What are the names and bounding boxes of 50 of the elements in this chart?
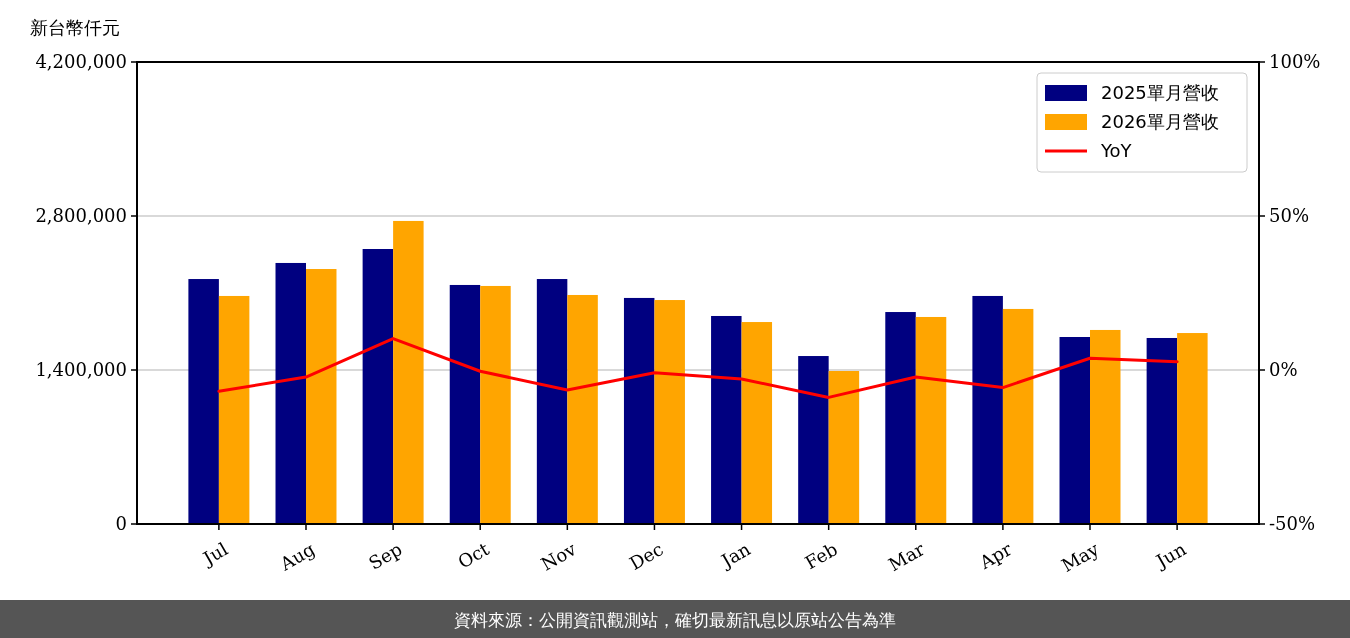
bar — [828, 370, 860, 524]
legend-label: YoY — [1100, 140, 1133, 162]
bar — [654, 300, 685, 524]
bar — [711, 315, 742, 524]
bar — [567, 294, 598, 524]
x-tick-label: Jan — [716, 537, 755, 573]
y-tick-label: 1,400,000 — [35, 359, 127, 381]
x-tick-label: Mar — [884, 538, 929, 576]
bar — [972, 295, 1003, 524]
x-tick-label: Feb — [801, 538, 841, 574]
y-tick-label: 2,800,000 — [35, 205, 127, 227]
y-tick-label: 4,200,000 — [35, 51, 127, 73]
x-tick-label: Nov — [537, 537, 581, 575]
line-series — [217, 337, 1179, 399]
bar — [915, 316, 947, 524]
bar — [306, 269, 337, 524]
x-tick-label: May — [1057, 537, 1104, 577]
y-tick-label: 0 — [115, 513, 127, 535]
bar — [449, 284, 481, 524]
bar — [218, 295, 250, 524]
y2-tick-label: 0% — [1269, 359, 1298, 381]
bar — [623, 297, 655, 524]
bar — [1090, 329, 1121, 524]
bar — [480, 285, 511, 524]
bar — [536, 279, 568, 524]
x-tick-label: Jul — [197, 538, 232, 570]
y-axis-title: 新台幣仟元 — [30, 17, 120, 38]
bar — [1146, 337, 1178, 524]
legend-label: 2025單月營收 — [1101, 82, 1219, 104]
x-tick-label: Aug — [275, 538, 319, 575]
bar — [885, 312, 916, 524]
x-tick-label: Apr — [975, 538, 1016, 574]
x-tick-label: Jun — [1150, 537, 1190, 573]
x-tick-label: Oct — [454, 537, 494, 573]
bar — [188, 279, 219, 524]
bar — [1177, 333, 1208, 524]
bar — [1059, 337, 1090, 524]
y2-tick-label: 100% — [1269, 51, 1321, 73]
source-note: 資料來源：公開資訊觀測站，確切最新訊息以原站公告為準 — [454, 609, 896, 630]
x-tick-label: Sep — [365, 538, 406, 574]
bar — [1002, 308, 1034, 524]
bar — [741, 322, 773, 524]
bar — [393, 220, 424, 524]
y2-tick-label: 50% — [1269, 205, 1310, 227]
x-tick-label: Dec — [625, 538, 667, 574]
bar — [362, 249, 394, 524]
legend-label: 2026單月營收 — [1101, 111, 1219, 133]
bar — [798, 356, 829, 524]
bar — [275, 262, 306, 524]
y2-tick-label: -50% — [1269, 513, 1316, 535]
